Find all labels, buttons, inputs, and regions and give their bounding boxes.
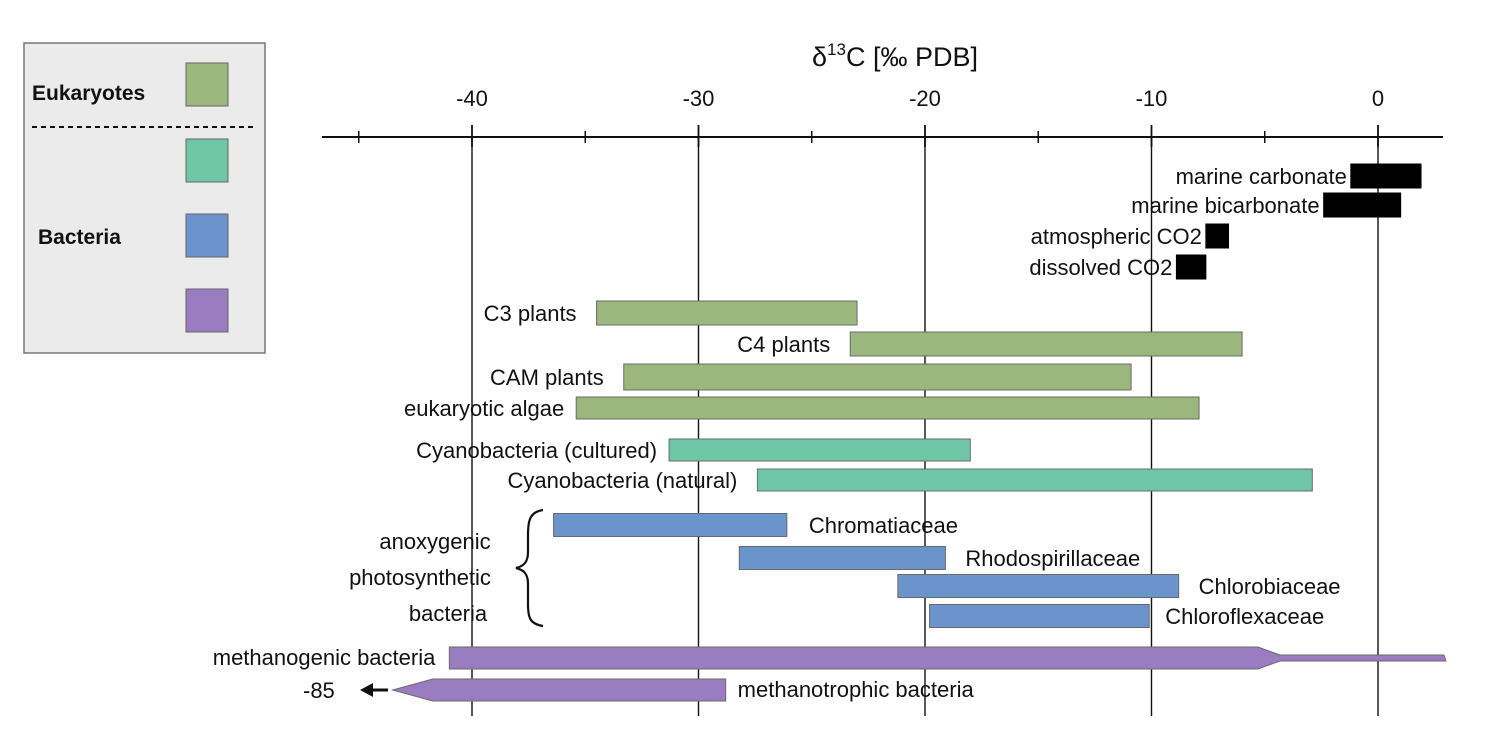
anoxygenic-line1: anoxygenic [379, 529, 490, 554]
bar-cyanobacteria-cultured [668, 438, 971, 462]
label-marine-carbonate: marine carbonate [1176, 164, 1347, 189]
legend: Eukaryotes Bacteria [23, 42, 266, 354]
label-marine-bicarbonate: marine bicarbonate [1131, 193, 1319, 218]
chart-title-sup: 13 [827, 40, 846, 59]
label-chromatiaceae: Chromatiaceae [809, 513, 958, 538]
tick-label: -10 [1136, 86, 1168, 111]
grid-lines [471, 137, 1379, 716]
tick-label: -30 [683, 86, 715, 111]
legend-bacteria-label: Bacteria [38, 226, 121, 249]
label-cam-plants: CAM plants [490, 365, 604, 390]
bar-cyanobacteria-natural [756, 468, 1313, 492]
legend-eukaryotes-label: Eukaryotes [32, 82, 145, 105]
label-chlorobiaceae: Chlorobiaceae [1199, 574, 1341, 599]
bar-methanogenic-bacteria [448, 646, 1447, 670]
methanotroph-extent: -85 [303, 678, 388, 703]
bars [390, 163, 1447, 702]
anoxygenic-annotation: anoxygenic photosynthetic bacteria [349, 508, 544, 628]
bar-cam-plants [623, 363, 1132, 391]
label-methanogenic-bacteria: methanogenic bacteria [213, 645, 436, 670]
bar-chromatiaceae [553, 513, 788, 537]
label-dissolved-co2: dissolved CO2 [1029, 255, 1172, 280]
bar-c3-plants [596, 300, 858, 326]
bar-methanotrophic-bacteria [390, 678, 727, 702]
label-methanotrophic-bacteria: methanotrophic bacteria [738, 677, 975, 702]
methanotroph-extent-label: -85 [303, 678, 335, 703]
label-c4-plants: C4 plants [737, 332, 830, 357]
label-rhodospirillaceae: Rhodospirillaceae [965, 546, 1140, 571]
legend-swatch-anoxygenic [185, 213, 229, 258]
legend-swatch-cyanobacteria [185, 138, 229, 183]
bar-atmospheric-co2 [1205, 223, 1230, 249]
bar-rhodospirillaceae [738, 546, 946, 570]
anoxygenic-line2: photosynthetic [349, 565, 491, 590]
curly-brace [515, 508, 544, 628]
label-atmospheric-co2: atmospheric CO2 [1031, 224, 1202, 249]
chart-title: δ13C [‰ PDB] [812, 40, 978, 72]
chart-title-main: δ [812, 42, 827, 72]
bar-marine-bicarbonate [1323, 192, 1402, 218]
legend-swatch-methane [185, 288, 229, 333]
bar-c4-plants [849, 331, 1243, 357]
label-chloroflexaceae: Chloroflexaceae [1165, 604, 1324, 629]
label-cyanobacteria-cultured: Cyanobacteria (cultured) [416, 438, 657, 463]
bar-dissolved-co2 [1175, 254, 1207, 280]
label-c3-plants: C3 plants [484, 301, 577, 326]
anoxygenic-line3: bacteria [409, 601, 488, 626]
label-eukaryotic-algae: eukaryotic algae [404, 396, 564, 421]
tick-label: 0 [1372, 86, 1384, 111]
bar-chloroflexaceae [929, 604, 1150, 628]
left-arrow-icon [360, 683, 373, 697]
legend-swatch-eukaryotes [185, 62, 229, 107]
tick-label: -40 [456, 86, 488, 111]
bar-chlorobiaceae [897, 574, 1180, 598]
label-cyanobacteria-natural: Cyanobacteria (natural) [507, 468, 737, 493]
chart-title-rest: C [‰ PDB] [846, 42, 978, 72]
x-axis: -40 -30 -20 -10 0 [322, 86, 1443, 147]
bar-labels: marine carbonate marine bicarbonate atmosp… [213, 164, 1347, 702]
tick-label: -20 [909, 86, 941, 111]
bar-eukaryotic-algae [575, 396, 1200, 420]
bar-marine-carbonate [1350, 163, 1422, 189]
